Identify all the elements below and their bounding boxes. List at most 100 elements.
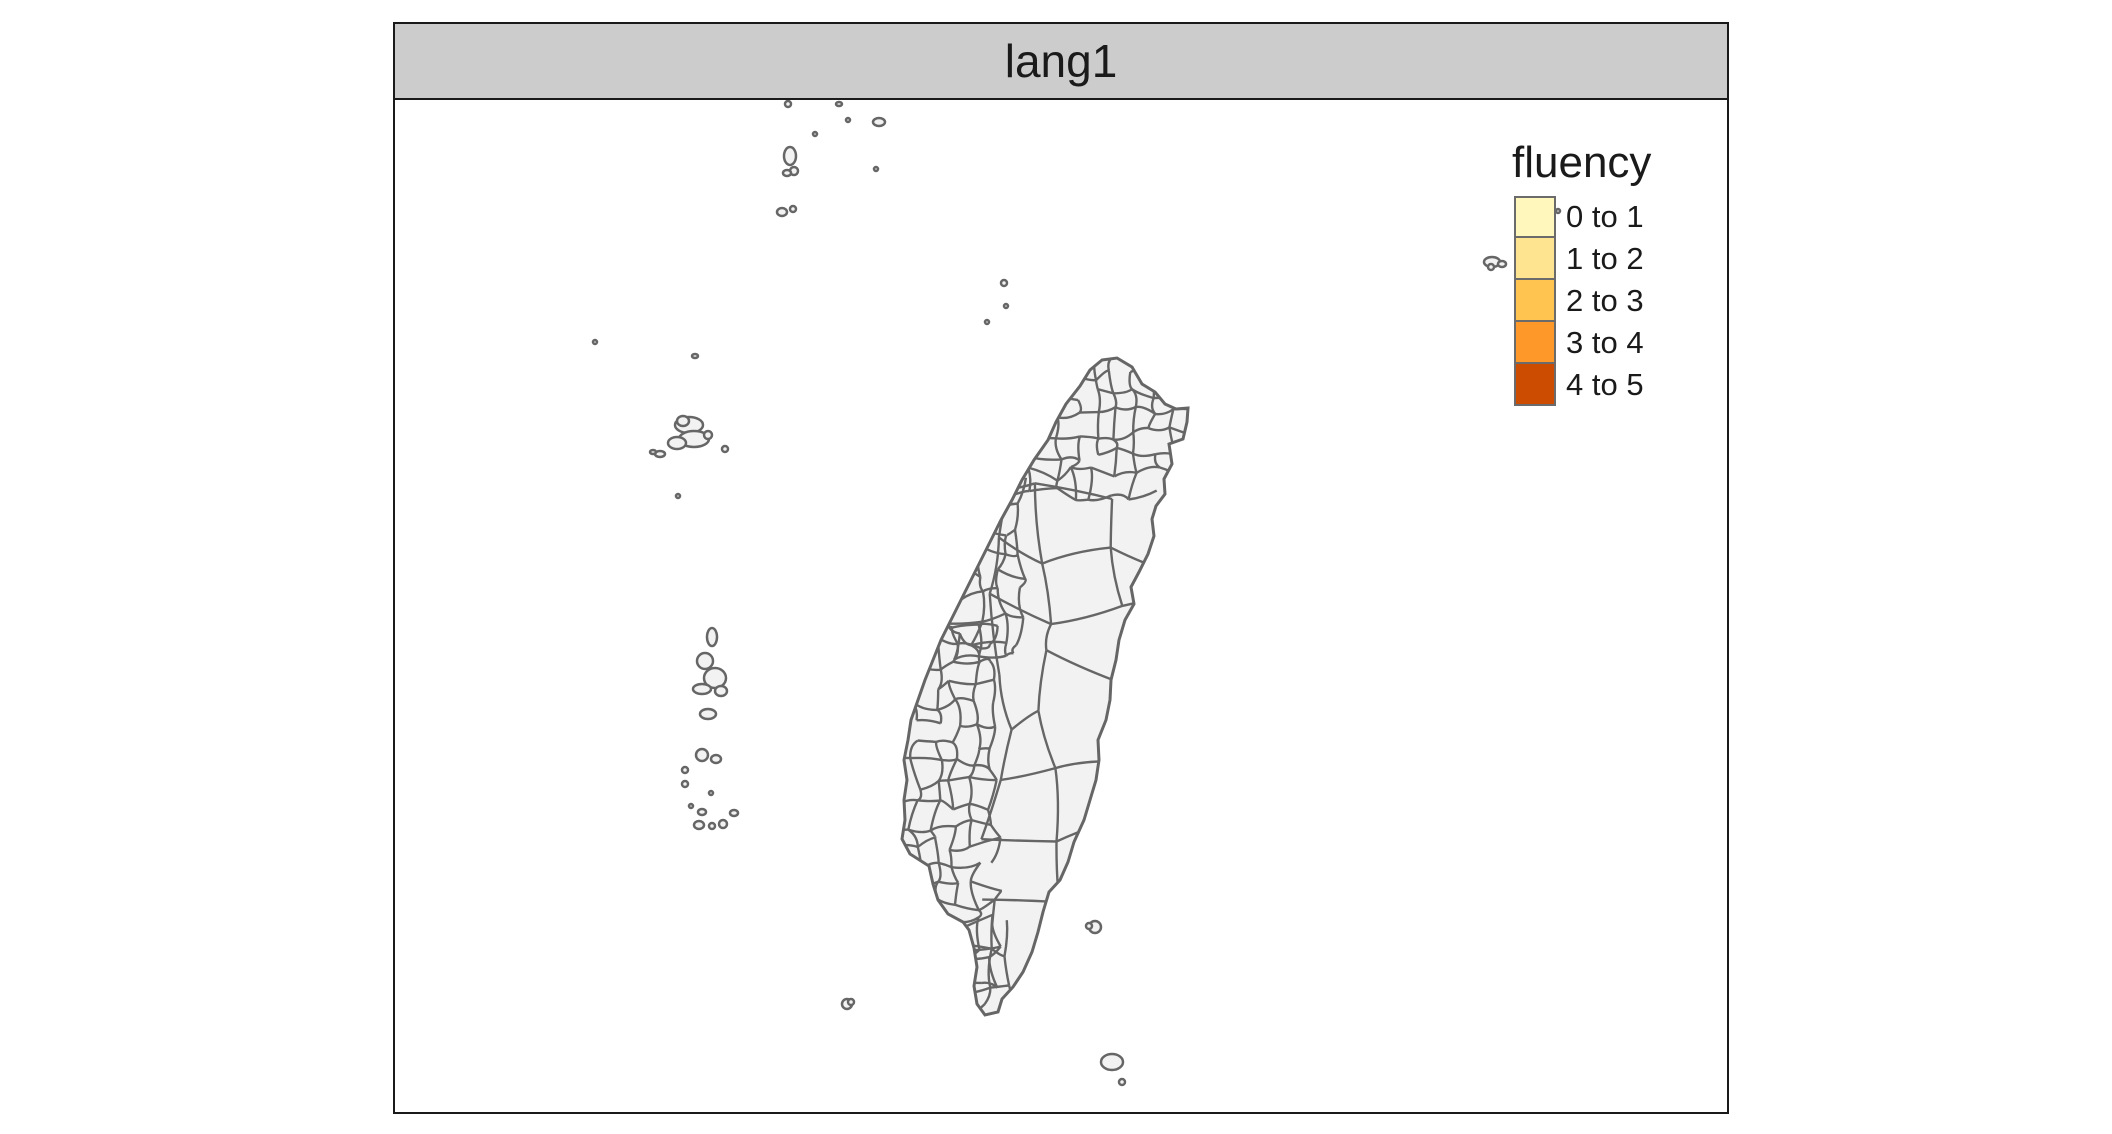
district-boundary [902, 946, 903, 959]
island [705, 626, 719, 648]
district-boundary [911, 618, 939, 626]
district-boundary [1005, 652, 1014, 657]
district-boundary [967, 776, 973, 805]
district-boundary [1156, 595, 1177, 658]
district-boundary [902, 798, 918, 805]
district-boundary [968, 775, 997, 782]
island [692, 819, 706, 831]
district-boundary [951, 981, 982, 985]
district-boundary [1017, 587, 1025, 618]
district-boundary [936, 941, 950, 949]
district-boundary [934, 923, 939, 944]
district-boundary [910, 939, 920, 966]
district-boundary [936, 698, 957, 712]
district-boundary [902, 939, 913, 949]
district-boundary [1016, 477, 1028, 505]
district-boundary [959, 565, 964, 601]
district-boundary [951, 725, 962, 744]
island [680, 765, 690, 775]
district-boundary [1013, 503, 1020, 531]
district-boundary [933, 837, 940, 863]
district-boundary [1032, 416, 1058, 423]
district-boundary [967, 803, 973, 821]
island [872, 165, 880, 173]
district-boundary [1194, 381, 1199, 399]
district-boundary [1077, 435, 1082, 461]
district-boundary [1000, 766, 1056, 782]
island [694, 747, 710, 763]
district-boundary [1096, 411, 1100, 439]
taiwan-choropleth-map [591, 99, 1562, 1087]
island [674, 492, 682, 500]
district-boundary [889, 830, 897, 848]
district-boundary [908, 739, 919, 759]
district-boundary [1003, 920, 1009, 957]
district-boundary [983, 987, 992, 1006]
district-boundary [991, 702, 997, 727]
district-boundary [1055, 435, 1081, 440]
district-boundary [1098, 436, 1114, 441]
district-boundary [1027, 420, 1035, 439]
district-boundary [973, 749, 981, 766]
island [691, 682, 713, 696]
district-boundary [1128, 489, 1158, 501]
district-boundary [936, 624, 940, 638]
district-boundary [959, 723, 978, 728]
district-boundary [1004, 613, 1009, 643]
district-boundary [1114, 656, 1159, 682]
island [844, 116, 852, 124]
district-boundary [988, 726, 997, 749]
island [698, 707, 718, 721]
map-panel: lang1 fluency 0 to 1 1 to 2 2 to 3 3 to … [393, 22, 1729, 1114]
district-boundary [893, 698, 901, 725]
legend-label: 3 to 4 [1566, 325, 1644, 360]
district-boundary [1150, 358, 1154, 371]
island [696, 807, 708, 817]
island [983, 318, 991, 326]
island [707, 821, 717, 831]
district-boundary [998, 536, 1043, 565]
district-boundary [948, 679, 976, 686]
district-boundary [1195, 399, 1199, 410]
legend: fluency 0 to 1 1 to 2 2 to 3 3 to 4 4 to… [1512, 138, 1651, 406]
district-boundary [1113, 447, 1118, 477]
legend-label: 1 to 2 [1566, 241, 1644, 276]
district-boundary [986, 779, 998, 811]
district-boundary [1016, 366, 1042, 370]
district-boundary [920, 897, 938, 902]
district-boundary [894, 681, 901, 698]
district-boundary [1008, 367, 1019, 395]
district-boundary [929, 969, 940, 988]
district-boundary [988, 593, 1001, 676]
district-boundary [1112, 760, 1154, 782]
district-boundary [954, 903, 979, 912]
district-boundary [969, 802, 989, 811]
district-boundary [1048, 376, 1062, 398]
island [1099, 1052, 1125, 1072]
district-boundary [978, 622, 998, 628]
district-boundary [989, 625, 999, 646]
district-boundary [916, 922, 937, 927]
district-boundary [982, 586, 998, 593]
district-boundary [1045, 649, 1116, 682]
island [690, 352, 700, 360]
island [695, 651, 715, 671]
district-boundary [946, 780, 955, 810]
district-boundary [1009, 428, 1017, 448]
district-boundary [1016, 554, 1027, 580]
district-boundary [974, 475, 996, 488]
island [675, 414, 691, 428]
district-boundary [939, 660, 954, 671]
district-boundary [1111, 760, 1120, 820]
island [1084, 921, 1094, 931]
district-boundary [902, 723, 903, 743]
legend-item: 1 to 2 [1512, 238, 1651, 280]
district-boundary [915, 899, 923, 925]
district-boundary [1015, 617, 1025, 646]
district-boundary [1010, 351, 1029, 354]
district-boundary [1151, 369, 1156, 399]
district-boundary [1168, 408, 1175, 428]
facet-title: lang1 [1004, 35, 1118, 87]
district-boundary [1035, 368, 1043, 390]
district-boundary [907, 828, 919, 848]
